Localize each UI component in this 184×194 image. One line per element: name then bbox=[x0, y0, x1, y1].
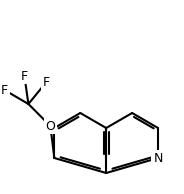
Text: N: N bbox=[153, 152, 163, 165]
Text: F: F bbox=[43, 75, 50, 88]
Text: O: O bbox=[45, 120, 55, 133]
Text: F: F bbox=[1, 83, 8, 96]
Text: F: F bbox=[21, 69, 28, 82]
